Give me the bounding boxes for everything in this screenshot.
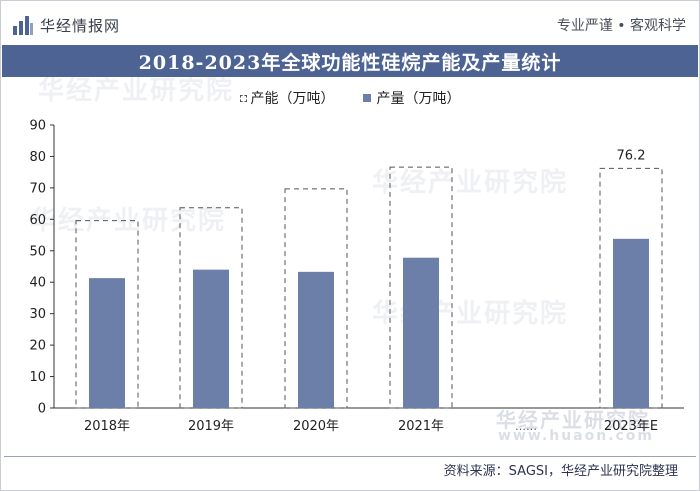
capacity-bar xyxy=(599,167,663,409)
axis-break-marker: …… xyxy=(515,420,537,433)
footer-divider xyxy=(4,456,696,457)
output-bar xyxy=(613,238,649,408)
brand-name: 华经情报网 xyxy=(40,16,121,35)
chart-title: 2018-2023年全球功能性硅烷产能及产量统计 xyxy=(138,51,562,74)
x-tick-label: 2021年 xyxy=(398,419,444,434)
legend-swatch-capacity xyxy=(239,94,247,102)
y-tick-label: 80 xyxy=(29,150,46,165)
x-tick-label: 2019年 xyxy=(188,419,234,434)
output-bar xyxy=(298,271,334,408)
legend-label-output: 产量（万吨） xyxy=(376,91,461,107)
legend-swatch-output xyxy=(362,94,371,102)
slogan: 专业严谨 • 客观科学 xyxy=(556,18,686,34)
legend-item-output: 产量（万吨） xyxy=(362,88,461,108)
y-tick-label: 10 xyxy=(29,370,46,385)
y-tick-label: 60 xyxy=(29,213,46,228)
y-tick-label: 30 xyxy=(29,307,46,322)
y-tick-label: 50 xyxy=(29,244,46,259)
y-tick-label: 0 xyxy=(38,402,46,417)
output-bar xyxy=(89,278,125,408)
brand[interactable]: 华经情报网 xyxy=(12,13,120,37)
footer-source: 资料来源：SAGSI，华经产业研究院整理 xyxy=(443,464,678,479)
capacity-bar xyxy=(284,188,348,409)
y-tick-label: 90 xyxy=(29,119,46,134)
y-tick-label: 20 xyxy=(29,339,46,354)
output-bar xyxy=(403,257,439,408)
x-tick-label: 2018年 xyxy=(84,419,130,434)
brand-logo-icon xyxy=(13,16,33,35)
y-tick-label: 70 xyxy=(29,181,46,196)
x-tick-label: 2023年E xyxy=(604,419,658,434)
output-bar xyxy=(193,269,229,408)
legend-item-capacity: 产能（万吨） xyxy=(239,88,335,108)
legend-label-capacity: 产能（万吨） xyxy=(250,91,335,107)
x-tick-label: 2020年 xyxy=(293,419,339,434)
top-header: 华经情报网 专业严谨 • 客观科学 xyxy=(0,0,700,46)
capacity-bar xyxy=(179,207,243,409)
y-tick-label: 40 xyxy=(29,276,46,291)
data-label: 76.2 xyxy=(617,148,646,163)
chart-legend: 产能（万吨） 产量（万吨） xyxy=(0,88,700,108)
title-bar: 2018-2023年全球功能性硅烷产能及产量统计 xyxy=(2,45,698,77)
